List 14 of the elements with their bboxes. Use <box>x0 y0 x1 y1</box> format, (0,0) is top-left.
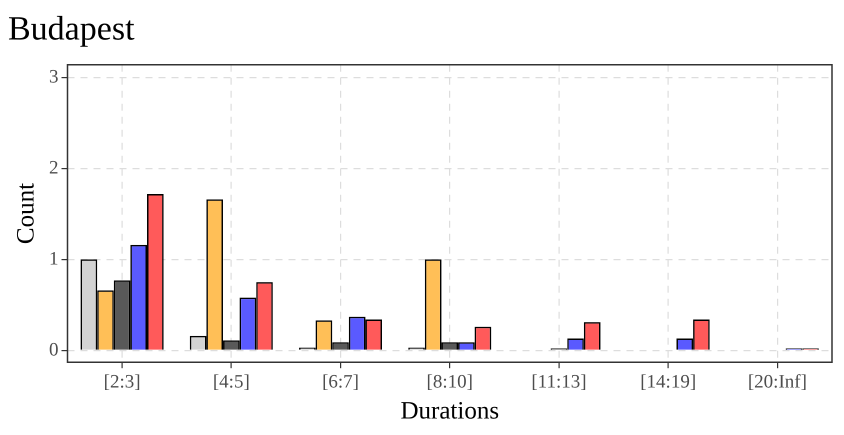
x-axis-title: Durations <box>400 398 500 425</box>
x-tick-label: [2:3] <box>104 372 141 393</box>
x-tick-label: [20:Inf] <box>748 372 807 393</box>
y-tick-label: 1 <box>49 248 58 270</box>
x-tick-label: [4:5] <box>212 372 250 393</box>
y-tick-label: 0 <box>49 339 58 360</box>
x-tick-label: [6:7] <box>322 372 360 393</box>
y-axis-title: Count <box>12 182 40 244</box>
y-tick-label: 2 <box>49 157 58 178</box>
y-tick-label: 3 <box>49 66 58 88</box>
x-tick-label: [11:13] <box>531 372 587 393</box>
x-tick-label: [8:10] <box>426 372 473 393</box>
chart-title: Budapest <box>8 10 136 48</box>
x-tick-label: [14:19] <box>640 372 696 393</box>
